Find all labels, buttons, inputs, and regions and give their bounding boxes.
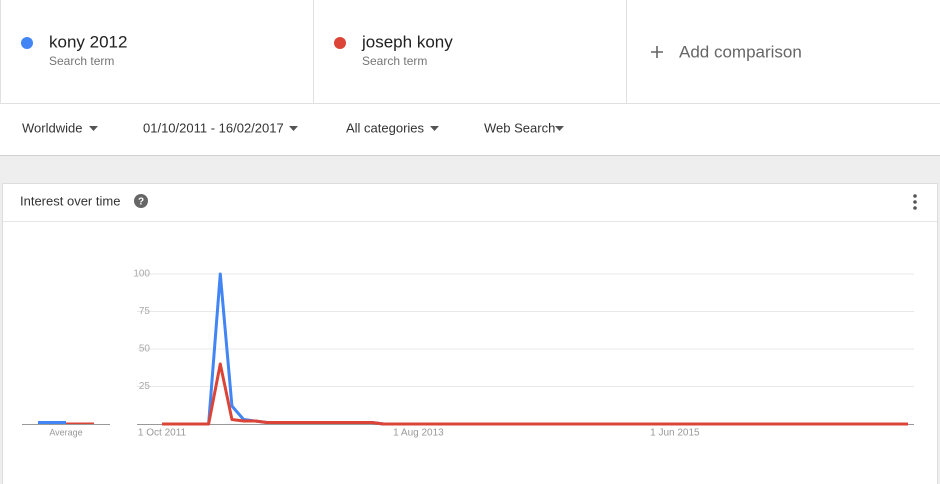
average-label: Average [49, 427, 82, 437]
term-dot [21, 37, 33, 49]
dropdown-arrow [555, 126, 564, 131]
dropdown-arrow [430, 126, 439, 131]
x-tick-label: 1 Oct 2011 [138, 428, 187, 439]
plus-icon [651, 46, 663, 58]
y-tick-label: 75 [139, 306, 151, 317]
filter-label[interactable]: All categories [346, 120, 425, 135]
add-comparison-label[interactable]: Add comparison [679, 42, 802, 61]
term-box[interactable]: kony 2012 Search term [21, 32, 127, 68]
filter-label[interactable]: Worldwide [22, 120, 82, 135]
x-tick-label: 1 Jun 2015 [650, 428, 700, 439]
term-dot [334, 37, 346, 49]
header-panel [0, 0, 940, 155]
card [2, 183, 938, 484]
term-box[interactable]: joseph kony Search term [334, 32, 453, 68]
help-icon-text[interactable]: ? [138, 197, 144, 208]
more-menu[interactable] [913, 194, 917, 210]
menu-dot [913, 206, 917, 210]
filter[interactable]: All categories [346, 120, 439, 135]
filter-label[interactable]: Web Search [484, 120, 555, 135]
dropdown-arrow [289, 126, 298, 131]
term-label: Search term [49, 54, 114, 68]
series-line [162, 362, 908, 426]
add-comparison[interactable]: Add comparison [651, 42, 802, 61]
help-icon[interactable] [134, 194, 148, 208]
x-tick-label: 1 Aug 2013 [393, 428, 444, 439]
average-bar [66, 422, 94, 424]
menu-dot [913, 200, 917, 204]
filter[interactable]: Worldwide [22, 120, 98, 135]
card-title: Interest over time [20, 193, 120, 208]
term-name[interactable]: joseph kony [361, 32, 453, 51]
dropdown-arrow [89, 126, 98, 131]
y-tick-label: 50 [139, 344, 151, 355]
average-bar [38, 421, 66, 424]
y-tick-label: 25 [139, 381, 151, 392]
menu-dot [913, 194, 917, 198]
chart: 25 50 75 100 1 Oct 2011 1 Aug 2013 1 Jun 2015 A… [22, 269, 914, 439]
y-tick-label: 100 [133, 269, 150, 280]
filter[interactable]: 01/10/2011 - 16/02/2017 [143, 120, 298, 135]
term-name[interactable]: kony 2012 [49, 32, 127, 51]
filter-label[interactable]: 01/10/2011 - 16/02/2017 [143, 120, 284, 135]
term-label: Search term [362, 54, 427, 68]
filter[interactable]: Web Search [484, 120, 564, 135]
